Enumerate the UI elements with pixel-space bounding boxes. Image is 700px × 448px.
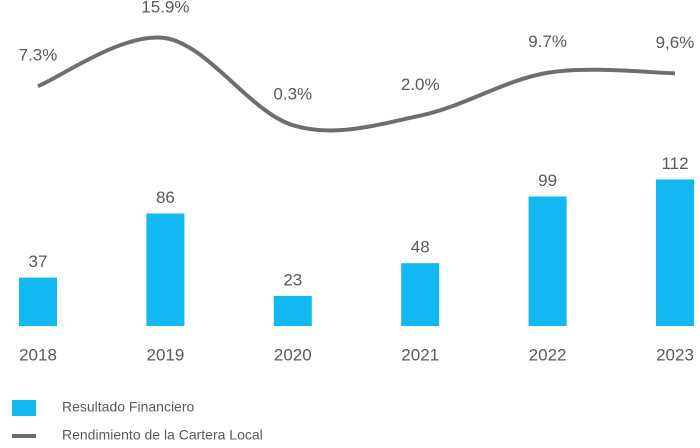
bar — [656, 179, 694, 326]
bar-label: 99 — [538, 171, 557, 190]
bar-label: 37 — [29, 252, 48, 271]
bar-label: 48 — [411, 238, 430, 257]
bar — [273, 295, 312, 326]
line — [37, 35, 676, 133]
line-label: 9.7% — [528, 32, 567, 51]
line-label: 15.9% — [141, 0, 189, 17]
line-label: 0.3% — [273, 85, 312, 104]
bar-label: 112 — [661, 154, 688, 173]
bar — [146, 213, 185, 326]
bar — [19, 277, 57, 326]
legend-swatch — [12, 400, 36, 416]
x-tick-label: 2019 — [146, 345, 184, 364]
legend-label: Resultado Financiero — [62, 399, 195, 415]
x-tick-label: 2020 — [274, 345, 312, 364]
x-tick-label: 2022 — [529, 345, 567, 364]
bar-label: 23 — [283, 270, 302, 289]
bar — [401, 263, 440, 326]
line-label: 9,6% — [656, 33, 695, 52]
line-label: 7.3% — [19, 46, 58, 65]
x-tick-label: 2021 — [401, 345, 439, 364]
bar — [528, 196, 567, 326]
line-label: 2.0% — [401, 75, 440, 94]
x-tick-label: 2023 — [656, 345, 694, 364]
bar-label: 86 — [156, 188, 175, 207]
x-tick-label: 2018 — [19, 345, 57, 364]
legend-label: Rendimiento de la Cartera Local — [62, 427, 263, 443]
